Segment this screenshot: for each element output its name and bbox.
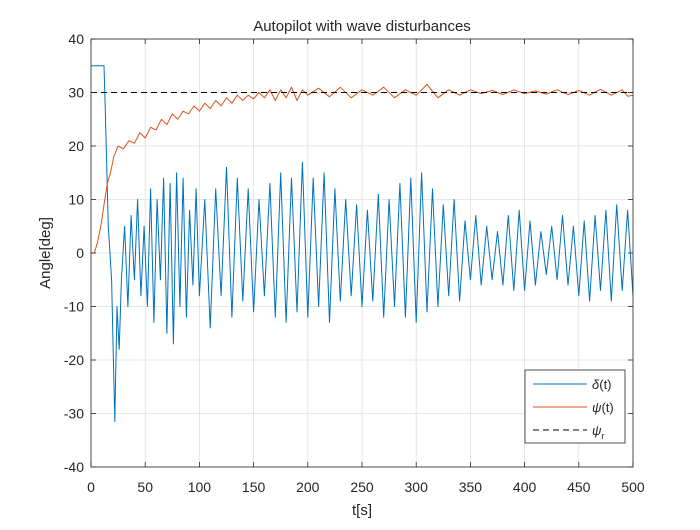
legend-label-symbol: ψ [592,400,602,415]
x-tick-label: 250 [350,479,374,495]
x-axis-label: t[s] [352,502,372,519]
y-tick-label: 40 [68,31,84,47]
x-tick-label: 450 [567,479,591,495]
x-tick-label: 150 [242,479,266,495]
y-tick-label: -10 [64,299,84,315]
x-tick-label: 100 [188,479,212,495]
y-tick-label: -30 [64,406,84,422]
legend-label-2: ψr [592,423,604,441]
x-tick-label: 400 [513,479,537,495]
axis-ticks: 0 50 100 150 200 250 300 350 400 450 500-40-30-20-… [64,31,645,495]
x-tick-label: 500 [621,479,645,495]
x-tick-label: 0 [87,479,95,495]
x-tick-label: 200 [296,479,320,495]
legend: δ(t)ψ(t)ψr [524,369,626,444]
legend-label-subscript: r [601,431,604,441]
chart-title: Autopilot with wave disturbances [253,18,471,35]
series-layer [91,65,633,422]
y-tick-label: -20 [64,352,84,368]
y-tick-label: 20 [68,138,84,154]
legend-label-symbol: ψ [592,423,602,438]
series-line-1 [91,84,633,254]
legend-label-symbol: δ [592,377,600,392]
y-tick-label: 0 [76,245,84,261]
legend-label-suffix: (t) [601,400,613,415]
y-axis-label: Angle[deg] [37,217,54,289]
y-tick-label: 10 [68,192,84,208]
y-tick-label: -40 [64,459,84,475]
x-tick-label: 50 [137,479,153,495]
legend-label-1: ψ(t) [592,400,614,415]
x-tick-label: 350 [459,479,483,495]
x-tick-label: 300 [405,479,429,495]
legend-label-suffix: (t) [599,377,611,392]
legend-label-0: δ(t) [592,377,612,392]
series-line-0 [91,65,633,422]
y-tick-label: 30 [68,85,84,101]
